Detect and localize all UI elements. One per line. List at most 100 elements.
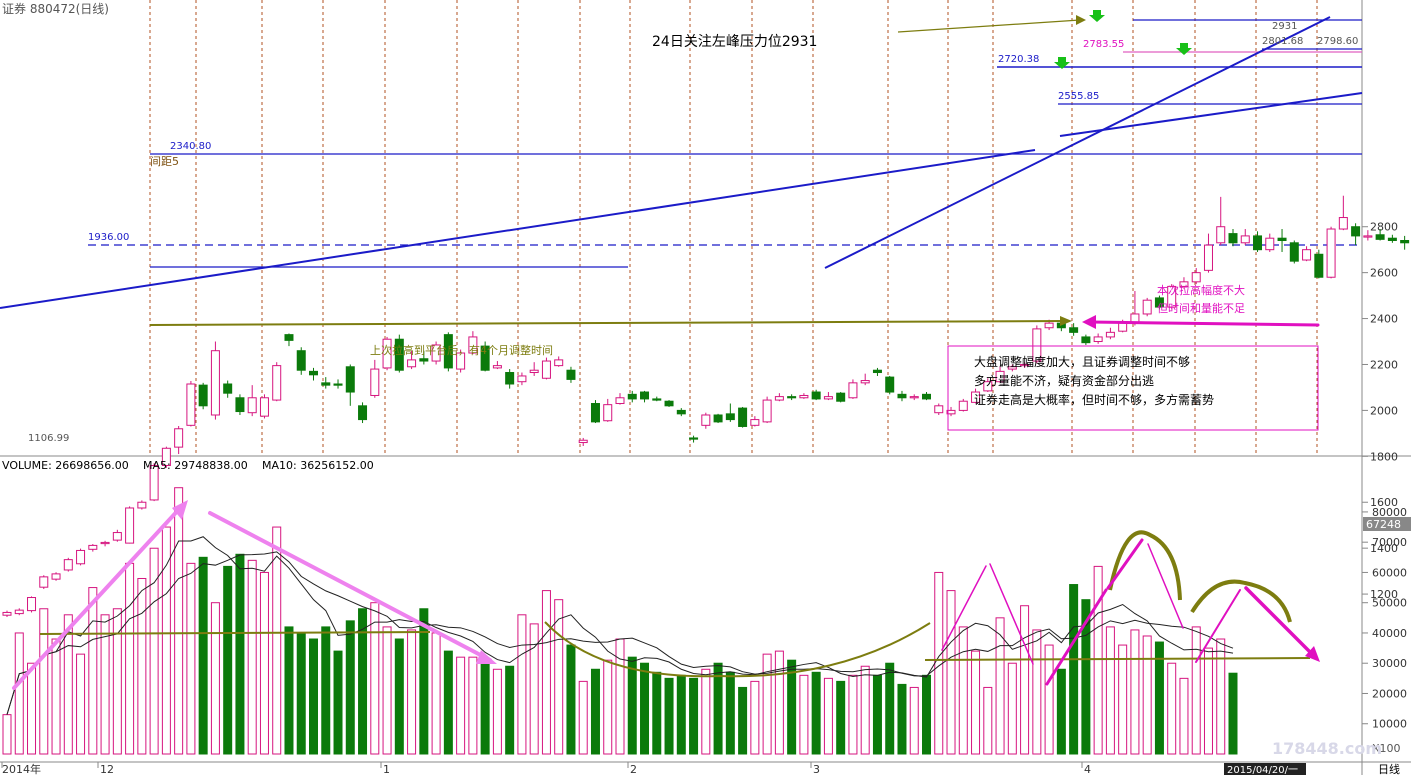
candle-body [934,405,944,414]
candle-body [823,396,833,400]
candle-body [725,413,735,421]
candle-body [774,396,784,401]
volume-bar [934,571,944,755]
candle-body [1314,253,1324,278]
green-arrow-markers [1054,10,1192,69]
rally-note-arrowhead [1082,315,1096,329]
candle-body [1191,272,1201,283]
candle-body [1093,336,1103,343]
volume-bar [1154,641,1164,755]
volume-bar [345,620,355,755]
candle-body [431,344,441,362]
volume-bar [358,608,368,755]
candle-body [51,573,61,580]
volume-bar [885,662,895,755]
analysis-note-line1: 大盘调整幅度加大，且证券调整时间不够 [974,354,1190,369]
volume-bar [689,677,699,755]
candle-body [1400,239,1410,244]
volume-bar [259,571,269,755]
volume-bar [603,659,613,755]
candle-body [1228,233,1238,244]
volume-bar [774,650,784,755]
candle-body [848,382,858,399]
candle-body [872,369,882,374]
price-tick-label: 1600 [1370,496,1398,509]
candle-body [799,394,809,399]
candle-body [137,501,147,509]
volume-level-line [39,631,431,635]
candle-body [456,352,466,370]
candle-body [762,399,772,423]
volume-bar [529,623,539,755]
volume-bar [1191,626,1201,755]
volume-bar [640,662,650,755]
volume-bar [112,608,122,755]
volume-tick-label: 60000 [1372,566,1407,579]
volume-bar [1081,599,1091,755]
candle-body [370,368,380,396]
rally-note-line1: 本次拉高幅度不大 [1157,283,1245,297]
volume-bar [456,656,466,755]
candle-body [1351,226,1361,237]
green-arrow-icon [1089,10,1105,22]
candle-body [407,359,417,368]
volume-bar [958,626,968,755]
date-box: 2015/04/20/一 [1227,765,1298,775]
rally-note-line2: 但时间和量能不足 [1157,301,1245,315]
candle-body [958,400,968,411]
volume-bar [443,650,453,755]
candle-body [394,338,404,371]
level-label-2720: 2720.38 [998,54,1039,65]
candle-body [443,334,453,369]
volume-arc-1 [1108,530,1182,601]
volume-bar [652,671,662,755]
volume-tick-label: 20000 [1372,687,1407,700]
candle-body [259,397,269,417]
volume-bar [615,638,625,755]
magenta-arrow-4 [1106,538,1144,590]
price-tick-label: 2800 [1370,221,1398,234]
volume-tick-label: 10000 [1372,718,1407,731]
volume-bar [664,677,674,755]
candle-body [186,383,196,426]
ma5-readout: MA5: 29748838.00 [143,459,248,472]
candle-body [284,334,294,341]
volume-bar [296,632,306,755]
candle-body [76,549,86,565]
volume-bar [394,638,404,755]
candle-body [836,392,846,402]
last-volume-tag: 67248 [1366,518,1401,531]
candle-body [640,391,650,400]
price-axis: 1200 1400 1600 1800 2000 2200 2400 2600 2800 [1362,221,1398,601]
candle-body [223,383,233,394]
volume-bar [468,656,478,755]
volume-bar [566,644,576,755]
ma10-line [6,551,1234,715]
candle-body [1289,242,1299,262]
candle-body [480,345,490,371]
candle-body [566,369,576,380]
candle-body [112,532,122,541]
volume-bar [137,577,147,755]
volume-tick-label: 30000 [1372,657,1407,670]
analysis-note-box [947,345,1319,431]
candle-body [1179,281,1189,287]
candle-body [615,397,625,405]
candle-body [1142,299,1152,315]
volume-bar [492,668,502,755]
candle-body [603,404,613,422]
candle-body [590,403,600,423]
period-label[interactable]: 日线 [1378,762,1400,775]
trend-lines [0,16,1363,309]
volume-bar [725,671,735,755]
volume-bar [235,553,245,755]
price-tick-label: 2600 [1370,267,1398,280]
price-tick-label: 1200 [1370,588,1398,601]
candle-body [333,383,343,386]
candle-body [27,597,37,612]
candle-body [971,391,981,403]
short-trend-line [824,16,1331,269]
candle-body [14,609,24,615]
volume-bar [247,559,257,755]
